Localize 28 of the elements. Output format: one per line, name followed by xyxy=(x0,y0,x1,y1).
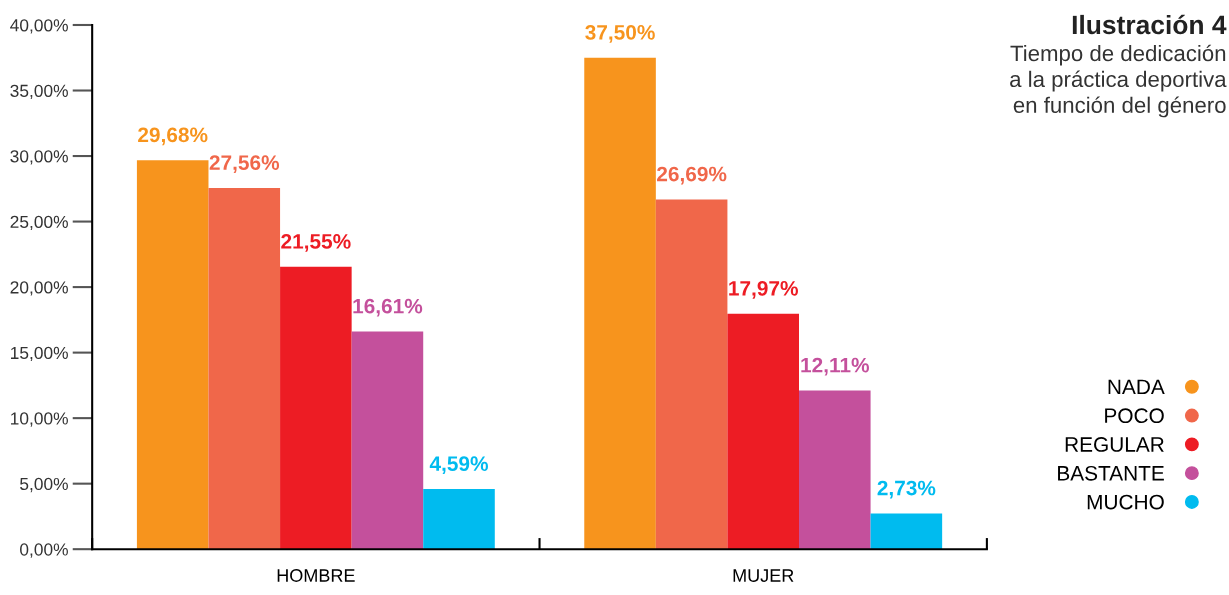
data-label: 4,59% xyxy=(429,456,488,475)
data-label: 16,61% xyxy=(353,298,423,317)
legend-label: NADA xyxy=(1108,379,1165,395)
y-tick-label: 30,00% xyxy=(10,150,68,165)
data-label: 12,11% xyxy=(801,357,869,376)
x-tick-label: MUJER xyxy=(733,569,794,582)
data-label: 2,73% xyxy=(877,480,936,499)
y-tick-label: 10,00% xyxy=(11,412,68,427)
data-label: 21,55% xyxy=(281,234,351,252)
data-label: 27,56% xyxy=(209,155,280,174)
legend-label: REGULAR xyxy=(1065,437,1164,452)
y-tick-label: 20,00% xyxy=(10,281,68,296)
legend-label: BASTANTE xyxy=(1058,465,1164,481)
y-tick-label: 15,00% xyxy=(11,346,68,362)
data-label: 17,97% xyxy=(729,280,798,299)
y-tick-label: 35,00% xyxy=(10,84,68,100)
x-tick-label: HOMBRE xyxy=(277,569,355,582)
data-label: 26,69% xyxy=(657,166,727,185)
y-tick-label: 0,00% xyxy=(20,543,68,558)
text: Ilustración 4 xyxy=(1072,14,1227,35)
y-tick-label: 40,00% xyxy=(10,19,68,34)
data-label: 37,50% xyxy=(585,24,655,43)
data-label: 29,68% xyxy=(138,127,208,146)
y-tick-label: 25,00% xyxy=(10,215,68,231)
legend-label: MUCHO xyxy=(1087,494,1164,510)
legend-label: POCO xyxy=(1105,408,1164,424)
y-tick-label: 5,00% xyxy=(20,477,68,493)
text: Tiempo de dedicación a la práctica deportiva en función del género xyxy=(1010,44,1227,118)
